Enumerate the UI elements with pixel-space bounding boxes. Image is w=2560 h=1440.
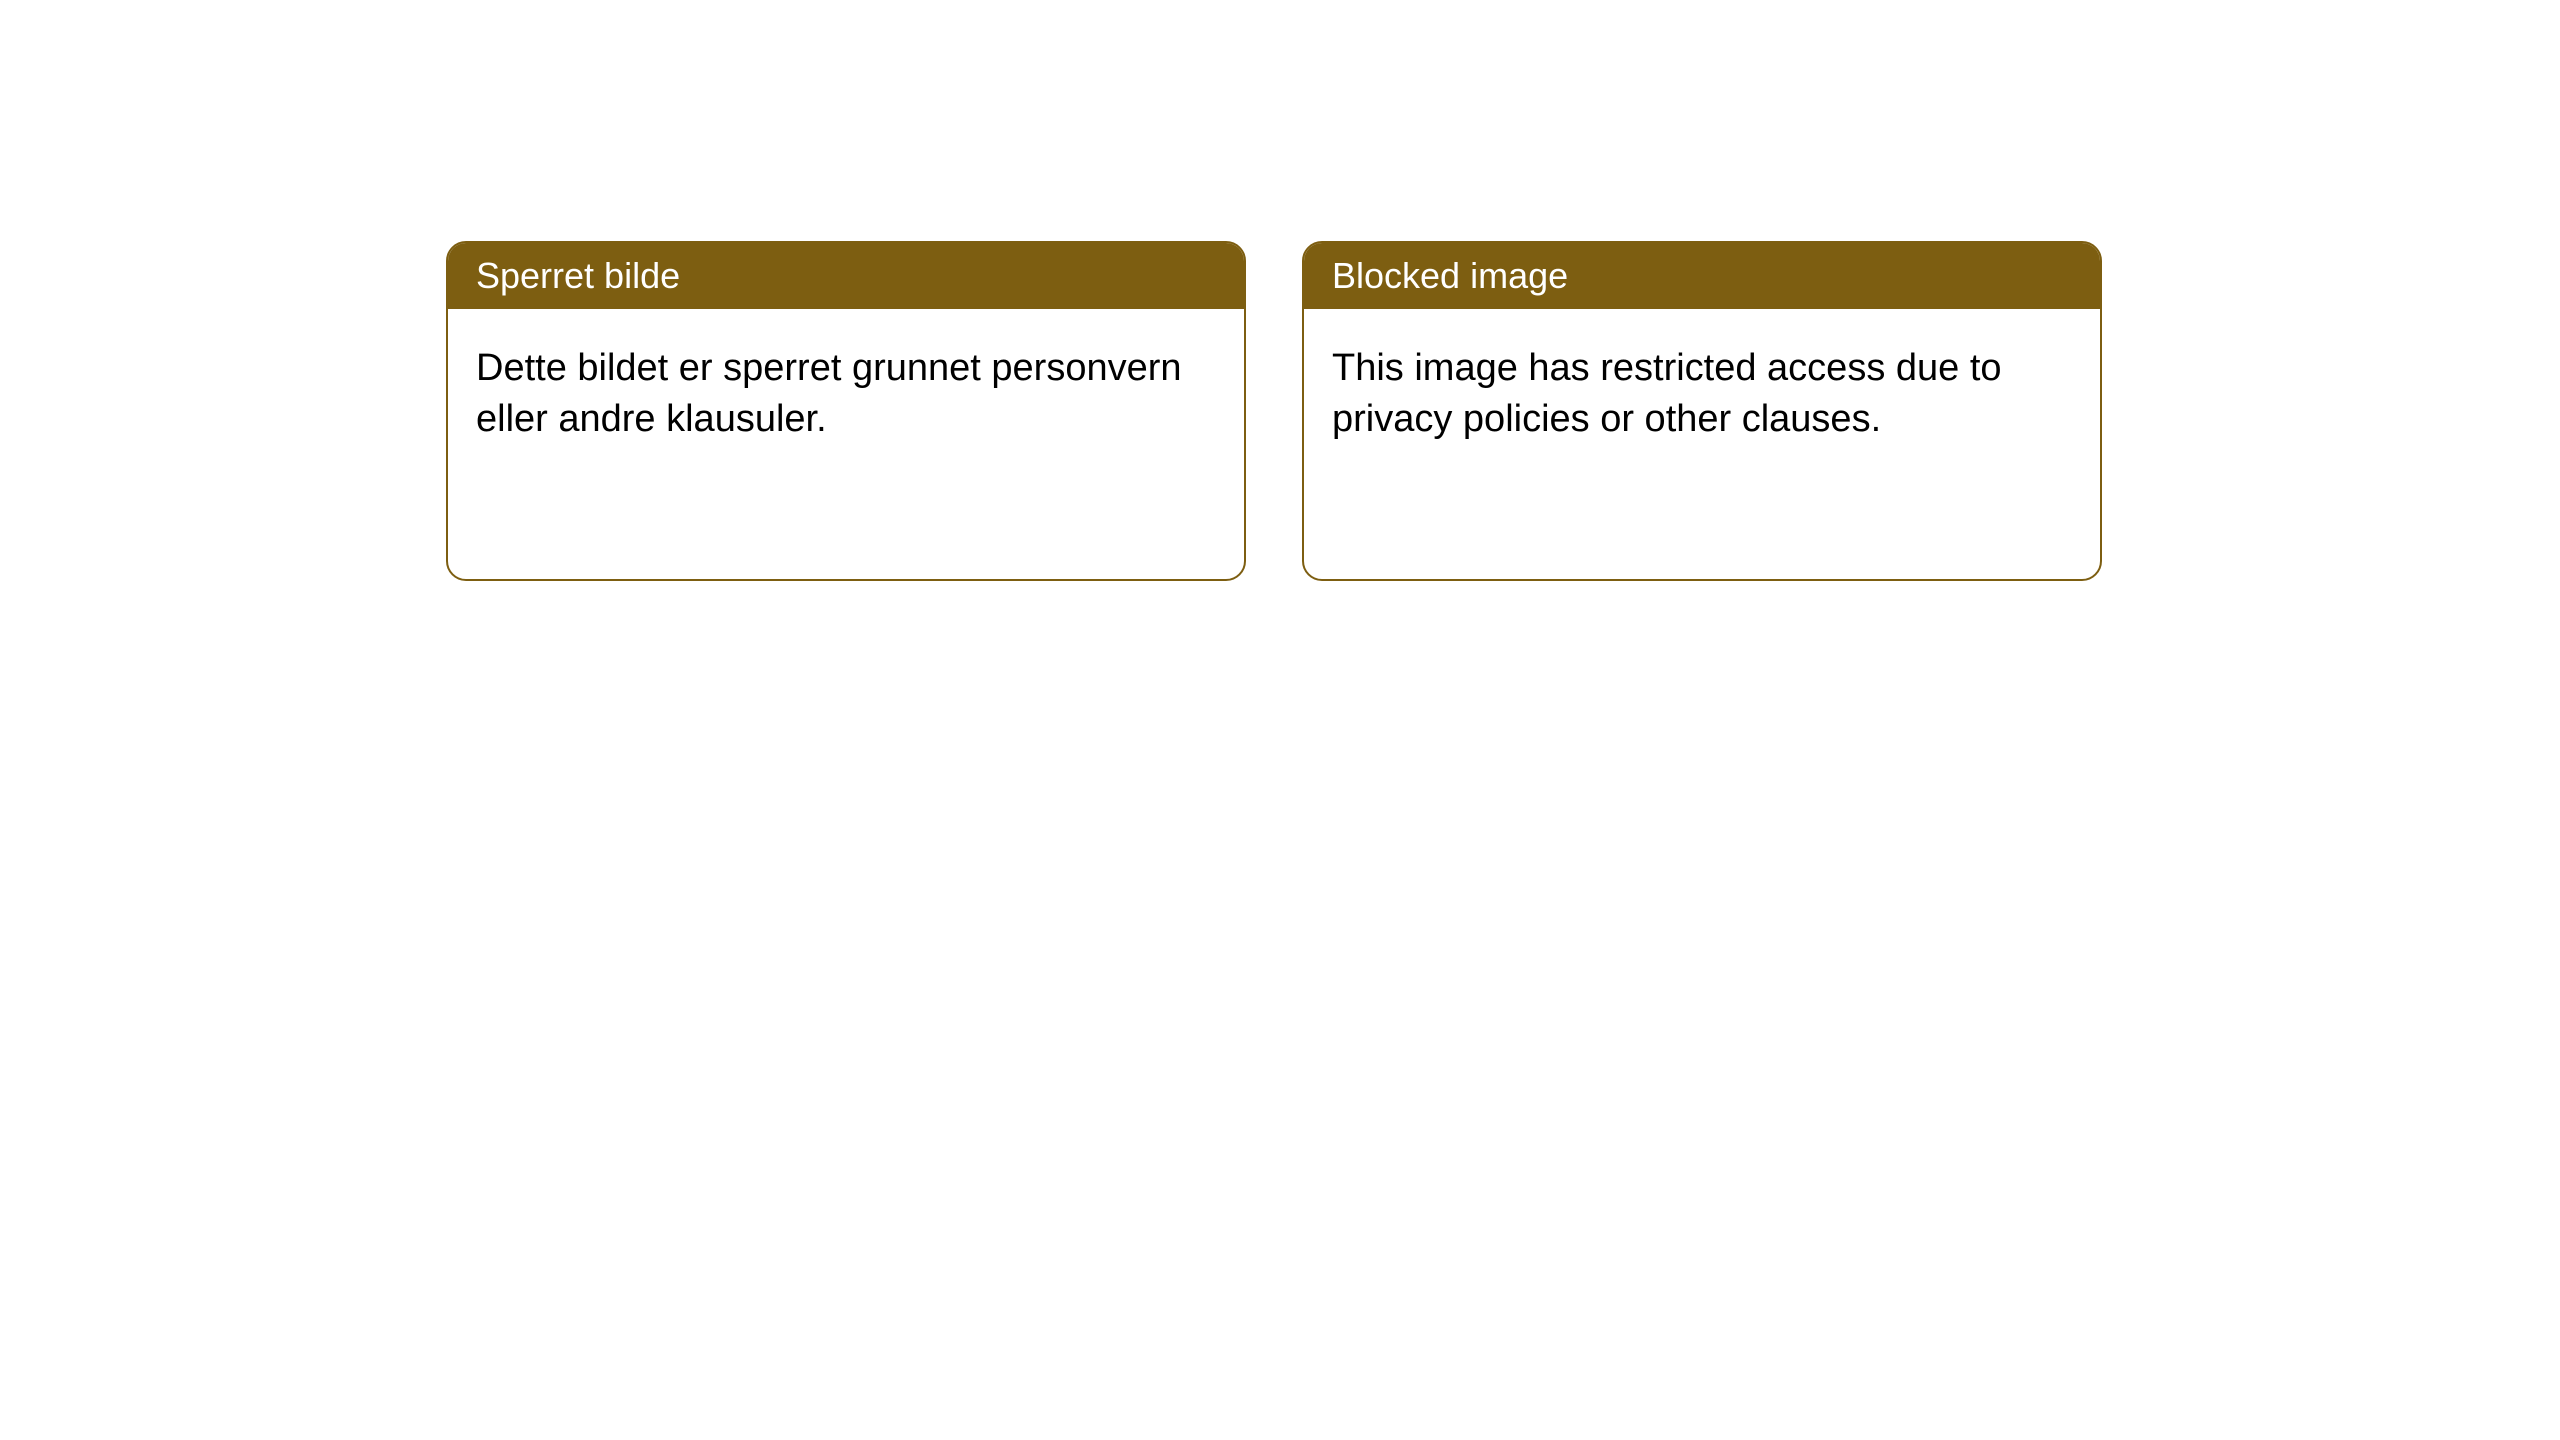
notice-container: Sperret bilde Dette bildet er sperret gr… [0,0,2560,581]
blocked-image-card-no: Sperret bilde Dette bildet er sperret gr… [446,241,1246,581]
card-header-no: Sperret bilde [448,243,1244,309]
card-header-en: Blocked image [1304,243,2100,309]
blocked-image-card-en: Blocked image This image has restricted … [1302,241,2102,581]
card-body-en: This image has restricted access due to … [1304,309,2100,579]
card-body-no: Dette bildet er sperret grunnet personve… [448,309,1244,579]
